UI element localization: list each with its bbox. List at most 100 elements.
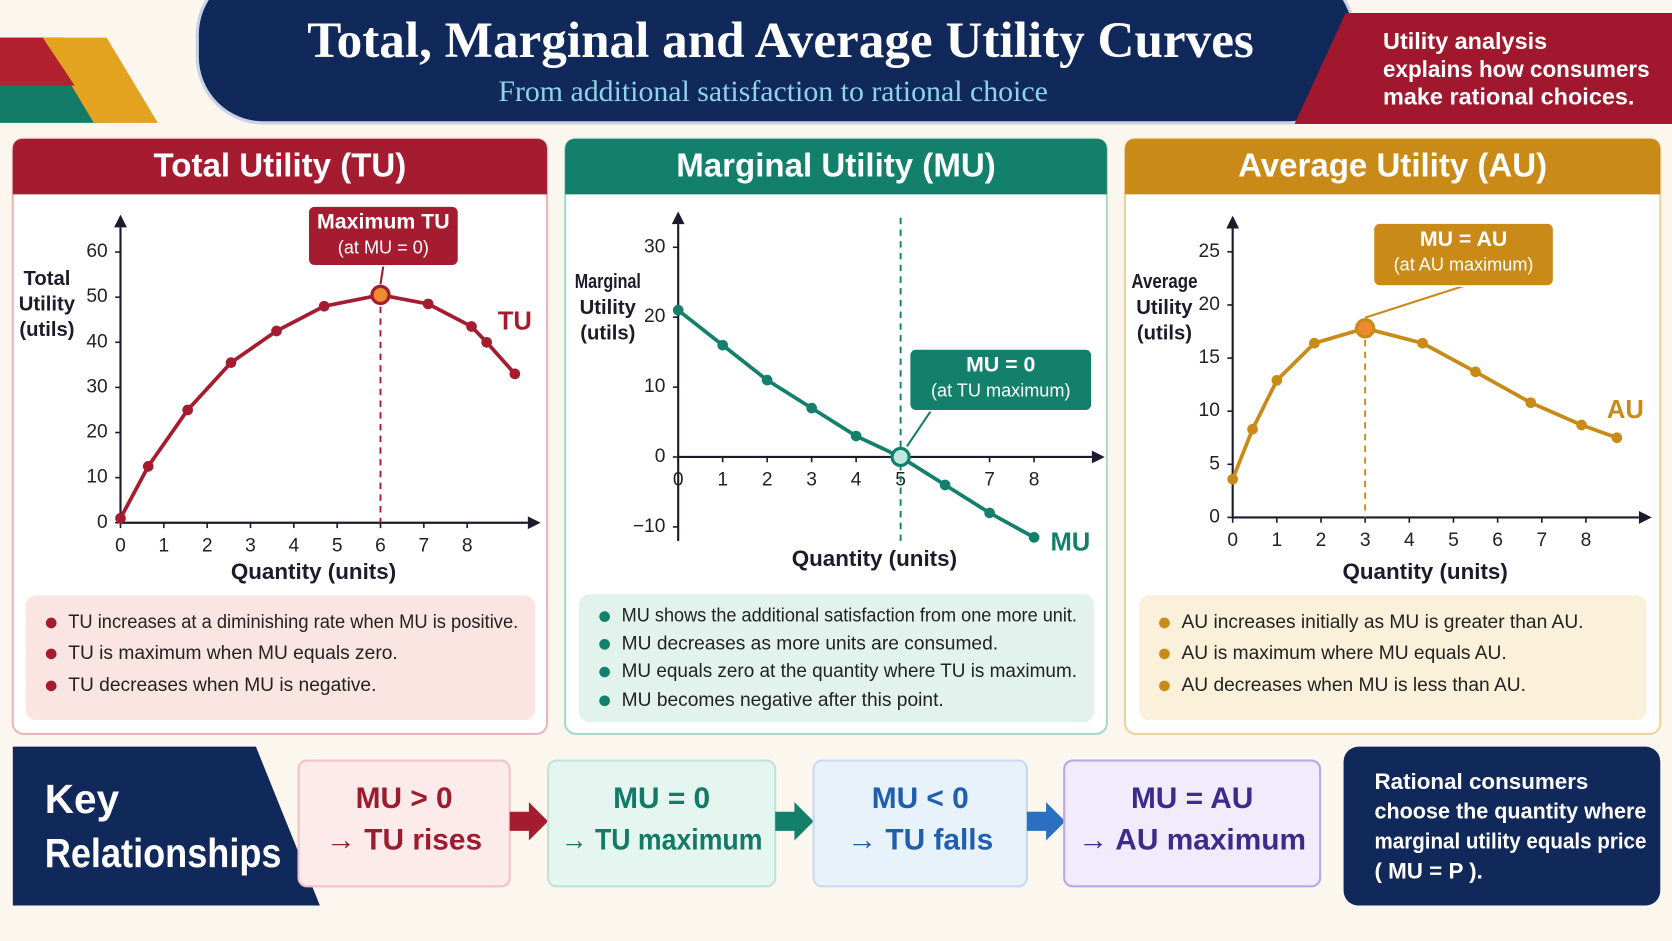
panel-header [1124, 138, 1661, 195]
x-tick-label: 7 [418, 535, 429, 556]
y-tick-label: 5 [1209, 453, 1220, 474]
y-axis-label: Utility [1136, 297, 1193, 319]
x-tick-label: 7 [984, 470, 995, 491]
note-text: AU increases initially as MU is greater … [1181, 612, 1583, 633]
data-point [1271, 375, 1283, 386]
data-point [1417, 337, 1428, 349]
data-point [1355, 318, 1376, 339]
x-tick-label: 1 [158, 535, 169, 556]
conclusion-text: choose the quantity where [1374, 799, 1646, 824]
page-title: Total, Marginal and Average Utility Curv… [307, 12, 1254, 69]
bullet [45, 617, 57, 629]
curve-label: AU [1607, 396, 1644, 424]
key-box [1063, 759, 1322, 888]
x-tick-label: 3 [245, 535, 256, 556]
notes-box [25, 595, 536, 721]
header-note: make rational choices. [1383, 84, 1634, 110]
key-text: → TU falls [847, 823, 993, 856]
data-point [1247, 423, 1258, 435]
key-arrow [1026, 802, 1066, 841]
key-text: MU > 0 [356, 782, 453, 815]
data-point [890, 446, 911, 468]
data-point [1227, 473, 1239, 485]
y-axis-label: Marginal [575, 271, 641, 293]
note-text: MU becomes negative after this point. [622, 690, 944, 711]
axis-arrow [1091, 450, 1105, 464]
y-tick-label: 50 [86, 286, 107, 307]
y-tick-label: 30 [644, 236, 665, 257]
x-tick-label: 8 [1029, 470, 1040, 491]
header-note: explains how consumers [1383, 56, 1650, 82]
annotation-text: (at AU maximum) [1394, 255, 1534, 275]
data-point [672, 304, 684, 316]
note-text: AU decreases when MU is less than AU. [1181, 675, 1525, 696]
notes-box [1138, 595, 1647, 721]
x-tick-label: 4 [288, 535, 299, 556]
annotation-arrow [379, 265, 385, 285]
data-point [806, 402, 817, 414]
panel-title: Average Utility (AU) [1238, 147, 1547, 184]
y-tick-label: 0 [97, 512, 108, 533]
y-tick-label: 20 [86, 422, 107, 443]
y-tick-label: −10 [633, 516, 666, 537]
data-point [142, 461, 154, 472]
panel-header [565, 138, 1107, 195]
bullet [599, 695, 610, 707]
x-tick-label: 2 [202, 535, 213, 556]
y-tick-label: 30 [86, 376, 107, 397]
panel-title: Marginal Utility (MU) [676, 147, 995, 184]
x-tick-label: 8 [1581, 530, 1592, 551]
conclusion-box [1343, 746, 1661, 906]
x-tick-label: 3 [1360, 530, 1371, 551]
annotation-box [1372, 222, 1555, 287]
data-point [115, 512, 126, 524]
axis-arrow [671, 211, 685, 225]
x-tick-label: 2 [762, 470, 773, 491]
notes-box [579, 594, 1095, 723]
data-point [271, 325, 282, 337]
y-axis-label: Average [1131, 271, 1197, 293]
y-tick-label: 20 [644, 306, 665, 327]
annotation-text: (at TU maximum) [931, 380, 1071, 400]
decor-stripe [42, 37, 158, 123]
x-tick-label: 1 [717, 470, 728, 491]
x-tick-label: 0 [673, 470, 684, 491]
x-tick-label: 8 [462, 535, 473, 556]
y-tick-label: 60 [86, 241, 107, 262]
key-text: MU < 0 [872, 782, 969, 815]
y-axis-label: (utils) [1137, 322, 1192, 344]
y-tick-label: 40 [86, 331, 107, 352]
annotation-arrow [906, 410, 932, 447]
key-banner [12, 746, 320, 906]
data-point [370, 284, 391, 306]
note-text: MU equals zero at the quantity where TU … [622, 661, 1077, 682]
data-point [422, 298, 434, 310]
note-text: MU decreases as more units are consumed. [622, 633, 998, 654]
y-tick-label: 0 [1209, 506, 1220, 527]
y-axis-label: Utility [19, 294, 76, 316]
x-tick-label: 1 [1271, 530, 1282, 551]
note-text: TU increases at a diminishing rate when … [68, 612, 518, 633]
bullet [45, 648, 57, 660]
panel-title: Total Utility (TU) [154, 147, 407, 184]
data-point [1470, 366, 1481, 378]
data-point [984, 507, 995, 519]
y-tick-label: 20 [1199, 294, 1220, 315]
y-axis-label: (utils) [19, 319, 74, 341]
x-axis-label: Quantity (units) [231, 559, 396, 584]
curve-label: MU [1050, 529, 1090, 557]
key-title: Key [45, 776, 120, 822]
note-text: MU shows the additional satisfaction fro… [622, 606, 1077, 627]
data-point [481, 336, 492, 348]
bullet [1159, 680, 1170, 692]
data-point [318, 300, 330, 312]
x-tick-label: 0 [115, 535, 126, 556]
bullet [45, 680, 57, 692]
conclusion-text: Rational consumers [1374, 769, 1588, 794]
annotation-arrow [1364, 285, 1464, 319]
data-point [1309, 337, 1320, 349]
y-axis-label: (utils) [580, 322, 635, 344]
decor-stripe [0, 37, 75, 86]
axis-arrow [114, 214, 127, 228]
